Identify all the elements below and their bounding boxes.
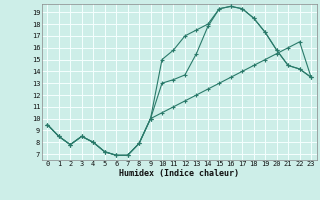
X-axis label: Humidex (Indice chaleur): Humidex (Indice chaleur) — [119, 169, 239, 178]
